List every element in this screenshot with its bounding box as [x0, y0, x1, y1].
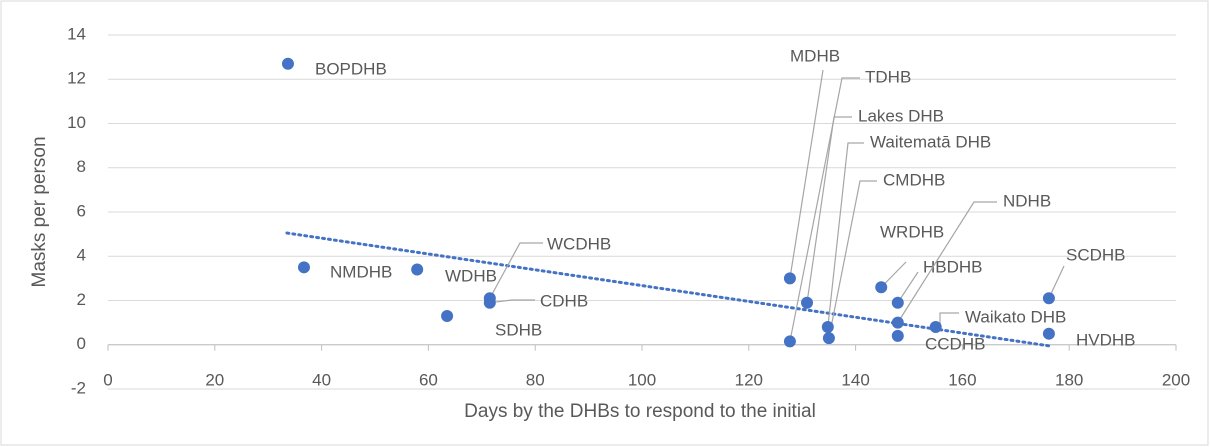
point-label: CCDHB — [925, 334, 985, 353]
label-leader — [489, 242, 543, 299]
point — [929, 321, 942, 334]
point — [281, 57, 294, 70]
y-axis-title: Masks per person — [29, 136, 50, 287]
y-tick-label: 2 — [77, 290, 86, 309]
label-leader — [789, 69, 824, 279]
point — [441, 309, 454, 322]
label-leader — [828, 180, 877, 339]
x-tick-label: 80 — [526, 370, 545, 389]
point — [891, 296, 904, 309]
point-label: Waitematā DHB — [870, 132, 991, 151]
y-tick-label: 8 — [77, 157, 86, 176]
label-leader — [806, 116, 852, 303]
x-axis-title: Days by the DHBs to respond to the initi… — [464, 401, 816, 422]
point — [783, 335, 796, 348]
y-tick-label: 14 — [67, 24, 86, 43]
point — [783, 272, 796, 285]
x-tick-label: 40 — [312, 370, 331, 389]
x-tick-label: 100 — [628, 370, 656, 389]
point-label: WDHB — [445, 266, 497, 285]
x-tick-label: 200 — [1162, 370, 1190, 389]
point — [483, 296, 496, 309]
label-leader — [789, 77, 860, 342]
point — [297, 261, 310, 274]
point-label: BOPDHB — [315, 59, 387, 78]
label-leader — [897, 271, 919, 304]
point — [1042, 292, 1055, 305]
point-label: CDHB — [540, 291, 588, 310]
y-tick-label: -2 — [71, 378, 86, 397]
point-label: MDHB — [790, 46, 840, 65]
point-label: SCDHB — [1066, 245, 1126, 264]
label-leader — [827, 142, 864, 328]
point-label: SDHB — [495, 320, 542, 339]
point — [411, 263, 424, 276]
point-label: WCDHB — [547, 234, 611, 253]
label-leader — [897, 201, 997, 323]
label-leader — [489, 299, 535, 304]
point — [821, 321, 834, 334]
x-tick-label: 120 — [735, 370, 763, 389]
trendline — [285, 231, 1051, 348]
y-tick-label: 6 — [77, 201, 86, 220]
y-tick-label: 12 — [67, 69, 86, 88]
x-tick-label: 20 — [205, 370, 224, 389]
point-label: NDHB — [1003, 191, 1051, 210]
point-label: CMDHB — [883, 170, 945, 189]
point-label: Lakes DHB — [858, 106, 944, 125]
point-label: HBDHB — [923, 257, 983, 276]
point-label: WRDHB — [880, 222, 944, 241]
x-tick-label: 160 — [948, 370, 976, 389]
x-tick-label: 140 — [841, 370, 869, 389]
y-tick-label: 4 — [77, 246, 86, 265]
point — [1042, 327, 1055, 340]
point — [891, 329, 904, 342]
point — [891, 316, 904, 329]
point-label: TDHB — [865, 67, 911, 86]
point — [875, 281, 888, 294]
x-tick-label: 180 — [1055, 370, 1083, 389]
y-tick-label: 10 — [67, 113, 86, 132]
point — [822, 332, 835, 345]
y-tick-label: 0 — [77, 334, 86, 353]
point-label: Waikato DHB — [965, 307, 1066, 326]
point-label: HVDHB — [1076, 330, 1136, 349]
x-tick-label: 60 — [419, 370, 438, 389]
point-label: NMDHB — [330, 262, 392, 281]
point — [801, 296, 814, 309]
x-tick-label: 0 — [103, 370, 112, 389]
